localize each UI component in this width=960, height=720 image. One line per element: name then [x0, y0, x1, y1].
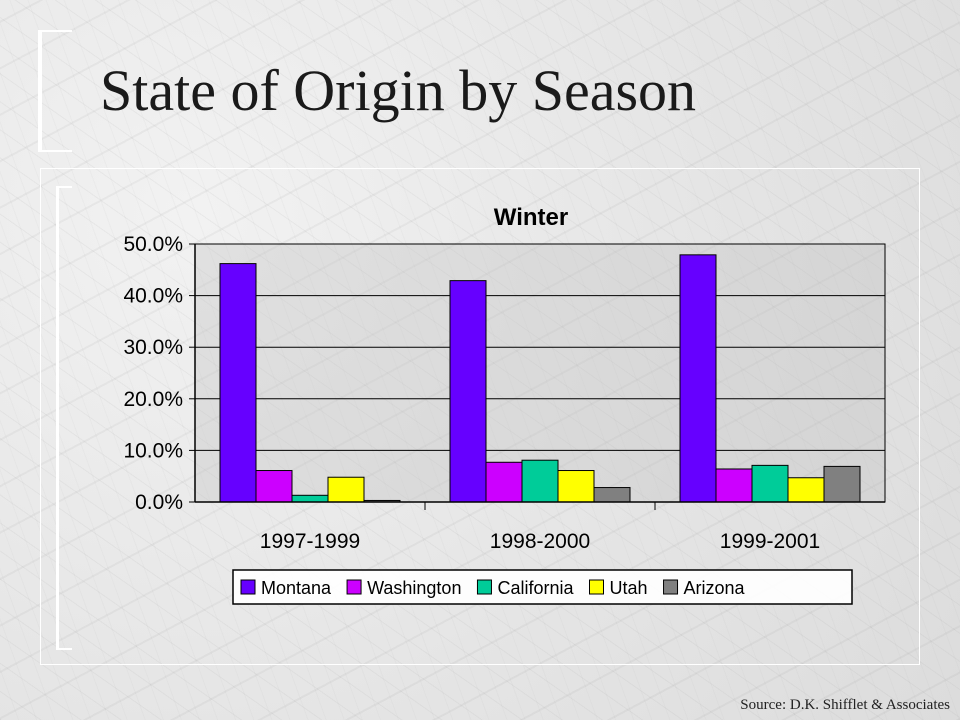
- bar-arizona-1998-2000: [593, 487, 631, 503]
- y-tick-label: 10.0%: [123, 439, 183, 462]
- y-tick-label: 0.0%: [135, 491, 183, 514]
- chart-bracket-decoration: [56, 186, 72, 650]
- chart-title: Winter: [494, 204, 568, 231]
- slide-title: State of Origin by Season: [100, 58, 697, 123]
- bar-montana-1998-2000: [449, 280, 487, 503]
- legend-label-california: California: [497, 578, 574, 598]
- bar-washington-1999-2001: [715, 468, 753, 503]
- y-tick-label: 40.0%: [123, 285, 183, 308]
- legend-label-montana: Montana: [261, 578, 332, 598]
- y-tick-label: 20.0%: [123, 388, 183, 411]
- legend-swatch-montana: [240, 579, 256, 595]
- bar-washington-1997-1999: [255, 470, 293, 503]
- plot-area: [194, 243, 886, 503]
- legend-label-utah: Utah: [610, 578, 648, 598]
- bar-montana-1999-2001: [679, 254, 717, 503]
- bar-utah-1998-2000: [557, 470, 595, 503]
- bar-california-1999-2001: [751, 464, 789, 503]
- legend-swatch-california: [476, 579, 492, 595]
- bar-california-1998-2000: [521, 459, 559, 503]
- bar-montana-1997-1999: [219, 263, 257, 503]
- legend-label-washington: Washington: [367, 578, 461, 598]
- bar-arizona-1999-2001: [823, 465, 861, 503]
- legend-label-arizona: Arizona: [684, 578, 746, 598]
- y-tick-label: 30.0%: [123, 336, 183, 359]
- legend-swatch-washington: [346, 579, 362, 595]
- source-note: Source: D.K. Shifflet & Associates: [740, 697, 950, 713]
- y-tick-label: 50.0%: [123, 233, 183, 256]
- legend-box: [232, 569, 853, 605]
- bar-california-1997-1999: [291, 494, 329, 503]
- title-bracket-decoration: [38, 30, 72, 152]
- bar-utah-1999-2001: [787, 477, 825, 503]
- chart-frame: [40, 168, 920, 665]
- x-tick-label: 1998-2000: [490, 530, 590, 553]
- bar-washington-1998-2000: [485, 461, 523, 503]
- x-tick-label: 1999-2001: [720, 530, 820, 553]
- legend-swatch-utah: [589, 579, 604, 595]
- legend-swatch-arizona: [663, 579, 679, 595]
- x-tick-label: 1997-1999: [260, 530, 360, 553]
- bar-utah-1997-1999: [327, 476, 365, 503]
